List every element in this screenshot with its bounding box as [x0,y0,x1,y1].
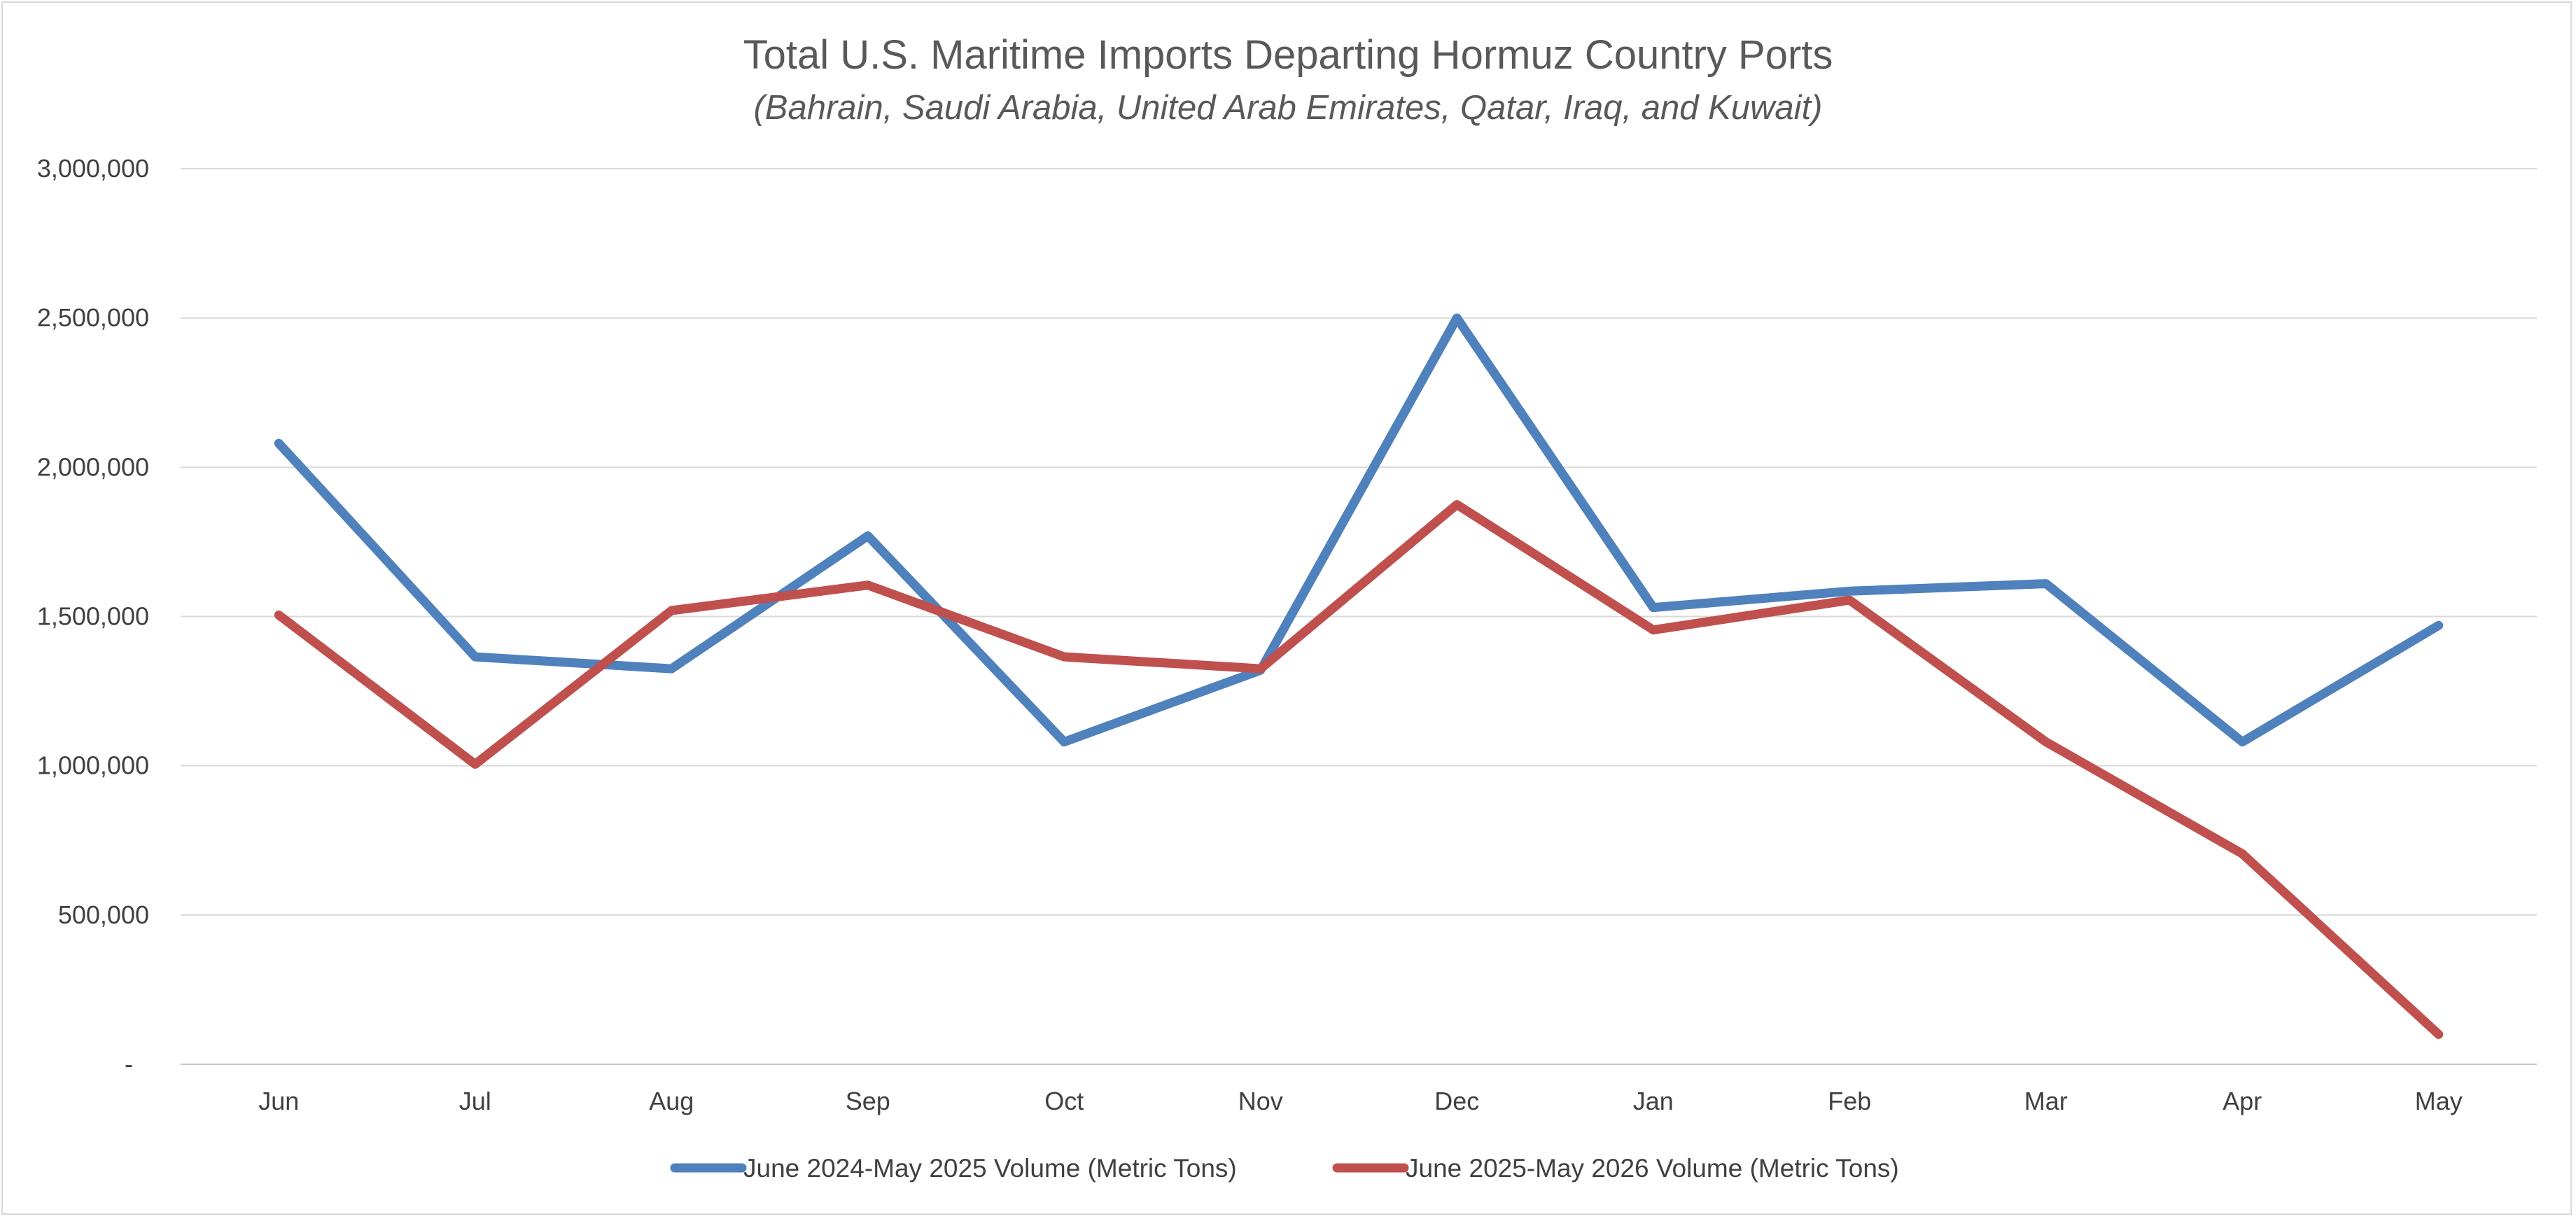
x-tick-label: May [2415,1087,2463,1115]
x-tick-label: Jun [258,1087,299,1115]
legend-item-2: June 2025-May 2026 Volume (Metric Tons) [1332,1154,1899,1183]
x-tick-label: Dec [1434,1087,1479,1115]
chart-title: Total U.S. Maritime Imports Departing Ho… [743,32,1833,78]
series-line-1 [274,313,2444,747]
legend-label: June 2024-May 2025 Volume (Metric Tons) [743,1154,1237,1183]
y-tick-label: 1,500,000 [37,602,149,631]
series-line-2 [274,500,2444,1039]
plot-area [274,313,2444,1039]
x-tick-label: Nov [1238,1087,1283,1115]
x-tick-label: Oct [1044,1087,1084,1115]
x-tick-label: Sep [846,1087,890,1115]
legend-label: June 2025-May 2026 Volume (Metric Tons) [1406,1154,1899,1183]
y-tick-label: - [125,1050,133,1078]
gridlines [181,168,2537,1065]
x-axis: Jun Jul Aug Sep Oct Nov Dec Jan Feb Mar Apr May [258,1087,2463,1115]
x-tick-label: Feb [1828,1087,1871,1115]
x-tick-label: Aug [649,1087,694,1115]
y-tick-label: 500,000 [58,900,149,929]
chart-subtitle: (Bahrain, Saudi Arabia, United Arab Emir… [753,89,1822,127]
chart-canvas: Total U.S. Maritime Imports Departing Ho… [37,32,2537,1183]
x-tick-label: Mar [2024,1087,2068,1115]
y-tick-label: 2,000,000 [37,452,149,481]
legend-item-1: June 2024-May 2025 Volume (Metric Tons) [670,1154,1237,1183]
legend: June 2024-May 2025 Volume (Metric Tons) J… [670,1154,1899,1183]
x-tick-label: Jul [459,1087,491,1115]
y-tick-label: 3,000,000 [37,154,149,183]
y-tick-label: 2,500,000 [37,303,149,332]
y-axis: - 500,000 1,000,000 1,500,000 2,000,000 2,500… [37,154,149,1078]
y-tick-label: 1,000,000 [37,751,149,780]
x-tick-label: Apr [2222,1087,2262,1115]
x-tick-label: Jan [1633,1087,1674,1115]
